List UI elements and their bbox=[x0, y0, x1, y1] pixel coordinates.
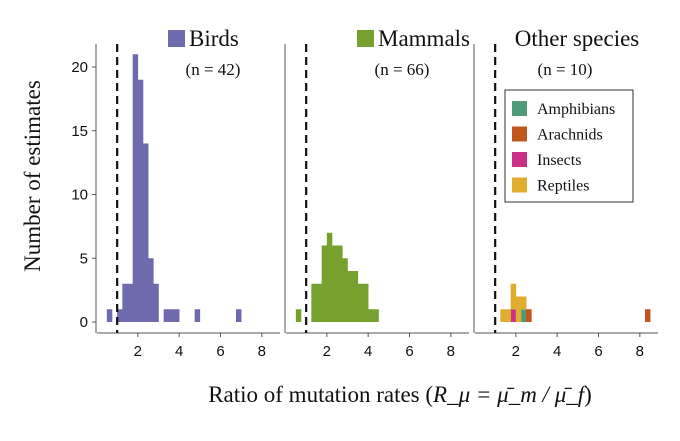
histogram-bar bbox=[132, 54, 139, 322]
legend-label: Reptiles bbox=[537, 178, 589, 195]
panel-title: Other species bbox=[515, 26, 640, 51]
x-tick-label: 2 bbox=[134, 343, 142, 360]
histogram-bar bbox=[521, 296, 527, 310]
legend-label: Amphibians bbox=[537, 101, 615, 118]
y-tick-label: 0 bbox=[80, 314, 88, 331]
sample-size-label: (n = 10) bbox=[538, 60, 593, 79]
histogram-bar bbox=[515, 296, 522, 322]
y-tick-label: 15 bbox=[71, 123, 88, 140]
histogram-bar bbox=[347, 271, 353, 322]
title-swatch bbox=[357, 30, 374, 47]
legend: Amphibians Arachnids Insects Reptiles bbox=[504, 89, 634, 203]
histogram-bar bbox=[352, 271, 359, 322]
x-tick-label: 6 bbox=[594, 343, 602, 360]
x-axis-label: Ratio of mutation rates (R_μ = μ̄_m / μ̄… bbox=[208, 382, 592, 407]
y-tick-label: 10 bbox=[71, 187, 88, 204]
histogram-bar bbox=[148, 258, 154, 322]
histogram-bar bbox=[143, 143, 149, 322]
x-tick-label: 6 bbox=[405, 343, 413, 360]
histogram-bar bbox=[163, 309, 170, 322]
x-axis-label-text: Ratio of mutation rates ( bbox=[208, 382, 433, 407]
histogram-bar bbox=[168, 309, 175, 322]
legend-swatch bbox=[512, 101, 527, 116]
legend-swatch bbox=[512, 177, 527, 193]
histogram-bar bbox=[357, 283, 364, 322]
panel-1: 2 4 6 8 0 5 10 15 20 Birds (n = 42) bbox=[71, 26, 280, 360]
histogram-bar bbox=[521, 309, 527, 322]
x-tick-label: 2 bbox=[512, 343, 520, 360]
x-tick-label: 4 bbox=[175, 343, 183, 360]
panel-title: Birds bbox=[189, 26, 239, 51]
histogram-bar bbox=[332, 245, 338, 322]
histogram-bar bbox=[122, 283, 128, 322]
y-tick-label: 20 bbox=[71, 59, 88, 76]
histogram-bar bbox=[106, 309, 113, 322]
x-tick-label: 4 bbox=[553, 343, 561, 360]
panels: 2 4 6 8 0 5 10 15 20 Birds (n = 42) 2 4 6 8 Mammals (n =… bbox=[71, 26, 658, 360]
histogram-bar bbox=[505, 309, 511, 322]
y-axis-label: Number of estimates bbox=[20, 80, 45, 272]
x-tick-label: 6 bbox=[216, 343, 224, 360]
panel-2: 2 4 6 8 Mammals (n = 66) bbox=[284, 26, 470, 360]
histogram-bar bbox=[295, 309, 302, 322]
x-tick-label: 8 bbox=[636, 343, 644, 360]
histogram-bar bbox=[174, 309, 180, 322]
histogram-bar bbox=[373, 309, 379, 322]
legend-label: Insects bbox=[537, 152, 581, 169]
histogram-bar bbox=[127, 283, 133, 322]
x-tick-label: 4 bbox=[364, 343, 372, 360]
x-axis-label-formula: R_μ = μ̄_m / μ̄_f bbox=[432, 382, 588, 407]
x-tick-label: 2 bbox=[323, 343, 331, 360]
sample-size-label: (n = 66) bbox=[375, 60, 430, 79]
histogram-bar bbox=[526, 309, 532, 322]
histogram-bar bbox=[326, 232, 333, 322]
legend-swatch bbox=[512, 152, 527, 167]
histogram-bar bbox=[342, 258, 348, 322]
legend-swatch bbox=[512, 126, 527, 142]
histogram-bar bbox=[316, 283, 322, 322]
x-axis-label-close: ) bbox=[584, 382, 592, 407]
panel-title: Mammals bbox=[378, 26, 470, 51]
legend-label: Arachnids bbox=[537, 127, 603, 144]
histogram-bar bbox=[311, 283, 317, 322]
panel-3: 2 4 6 8 Other species (n = 10) Amphibians Arach… bbox=[473, 26, 658, 360]
sample-size-label: (n = 42) bbox=[186, 60, 241, 79]
histogram-bar bbox=[137, 79, 144, 322]
histogram-bar bbox=[500, 309, 506, 322]
histogram-bar bbox=[645, 309, 651, 322]
title-swatch bbox=[168, 30, 185, 47]
histogram-bar bbox=[363, 283, 369, 322]
y-tick-label: 5 bbox=[80, 250, 88, 267]
histogram-bar bbox=[321, 245, 328, 322]
histogram-bar bbox=[236, 309, 242, 322]
histogram-bar bbox=[153, 283, 159, 322]
histogram-bar bbox=[510, 309, 517, 322]
x-tick-label: 8 bbox=[447, 343, 455, 360]
x-tick-label: 8 bbox=[258, 343, 266, 360]
histogram-bar bbox=[368, 309, 374, 322]
histogram-bar bbox=[510, 283, 517, 310]
histogram-bar bbox=[194, 309, 201, 322]
histogram-bar bbox=[117, 309, 123, 322]
histogram-bar bbox=[337, 245, 343, 322]
